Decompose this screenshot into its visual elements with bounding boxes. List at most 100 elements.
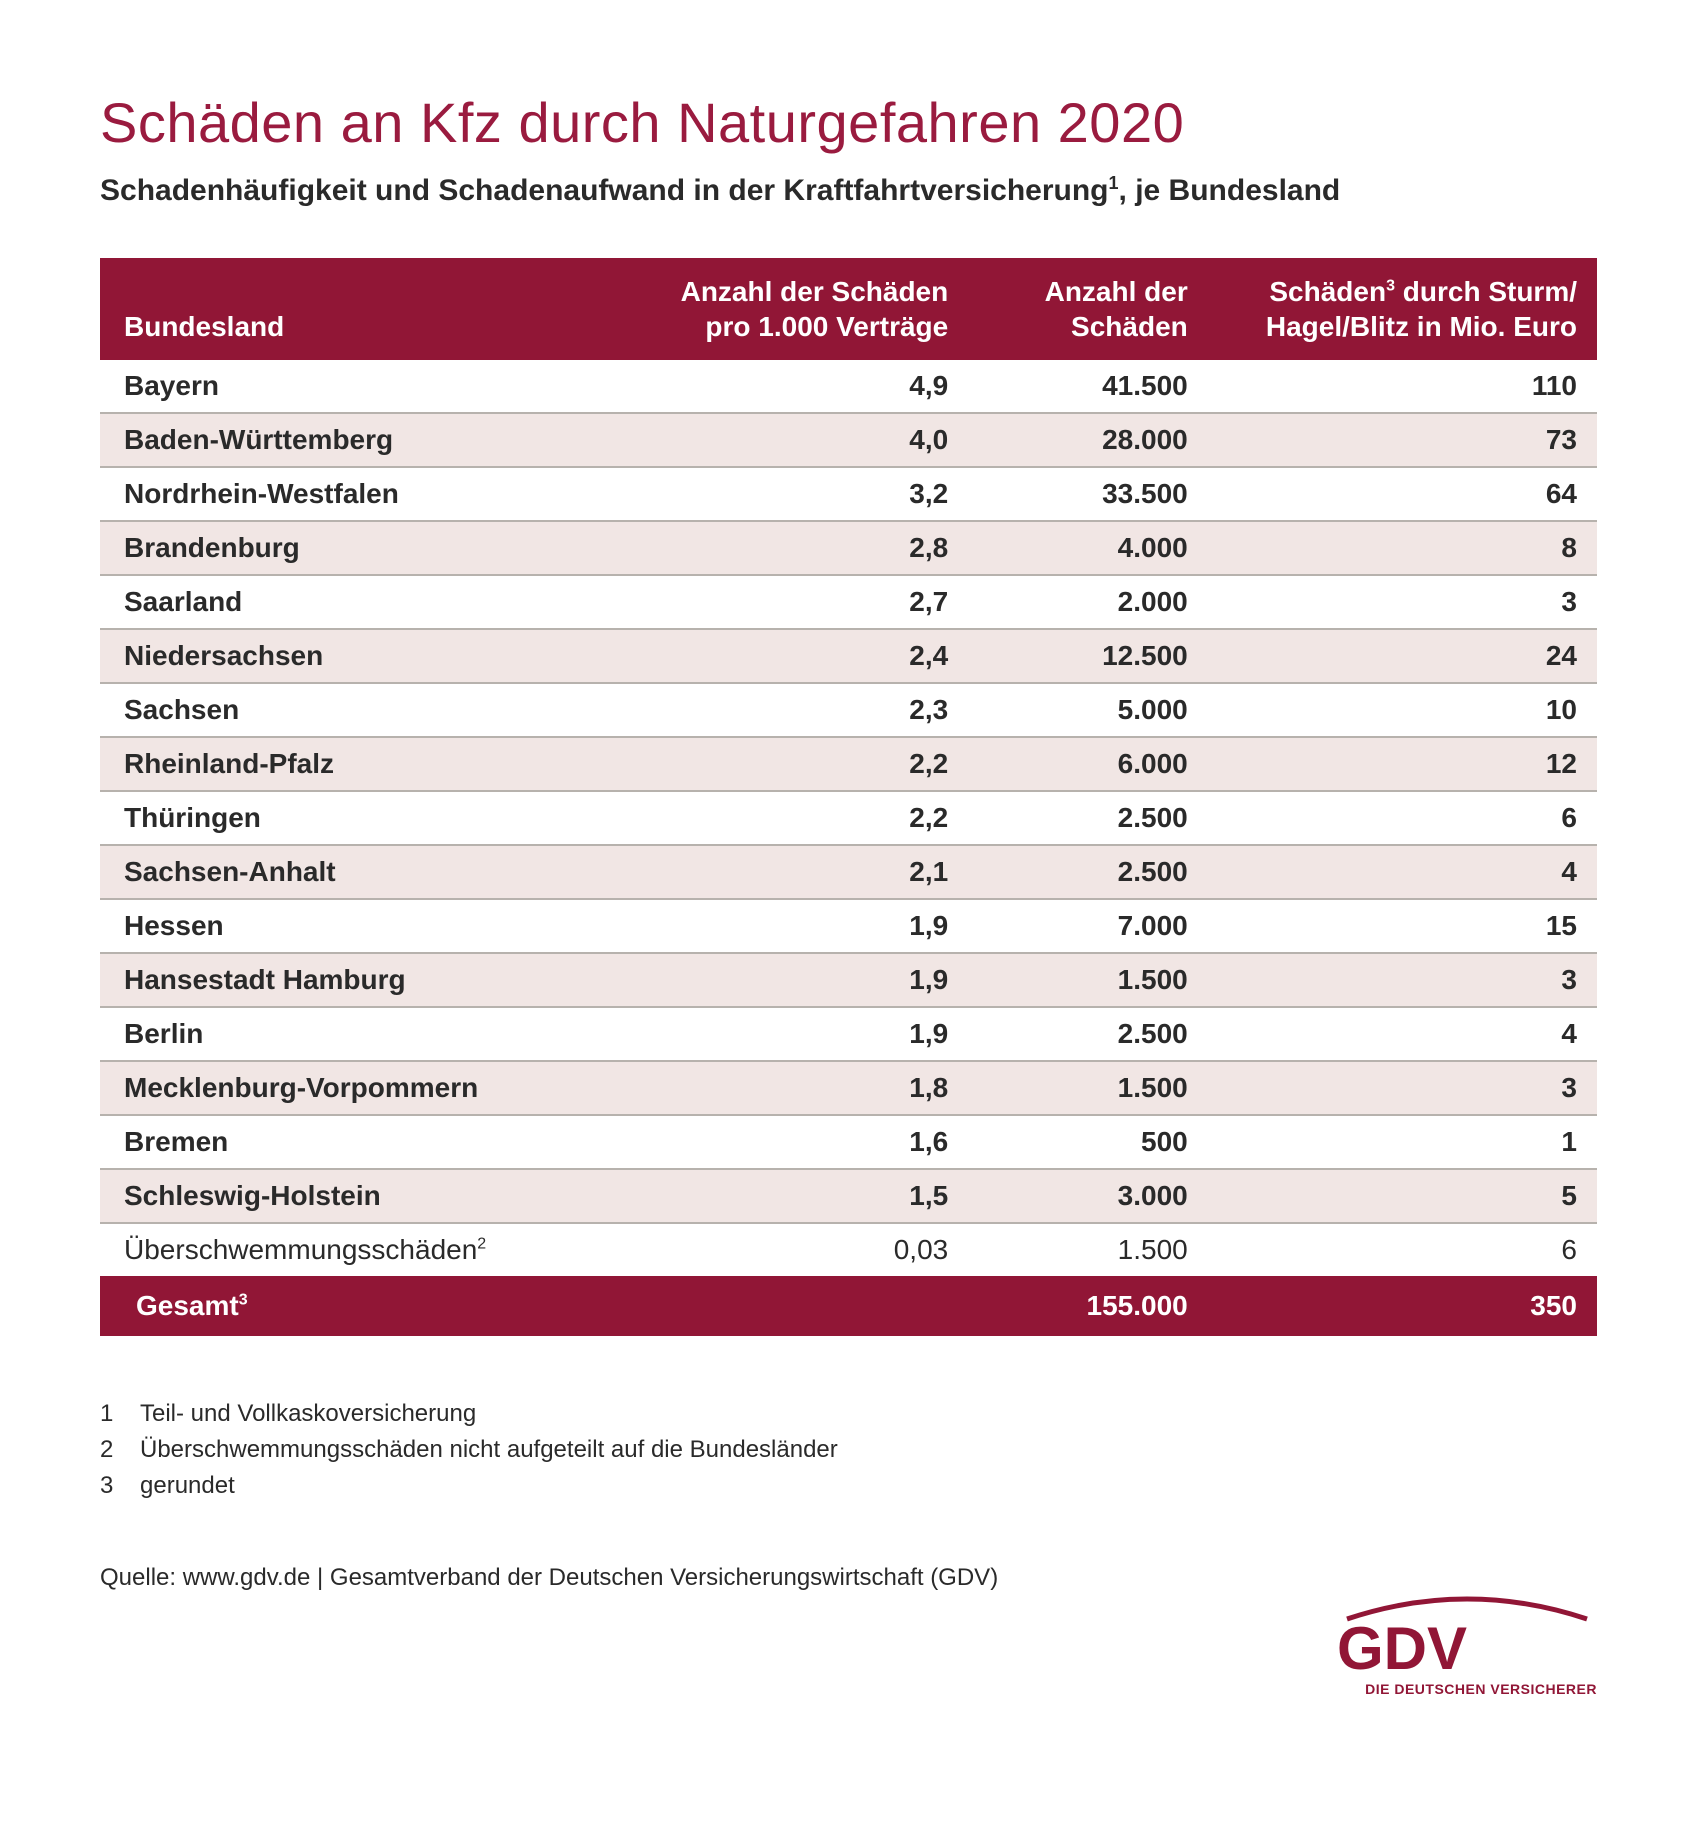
- cell-state: Nordrhein-Westfalen: [100, 467, 609, 521]
- footnote: 3gerundet: [100, 1468, 1597, 1504]
- cell-count: 1.500: [968, 1061, 1208, 1115]
- cell-per1k: 2,2: [609, 737, 968, 791]
- cell-state: Hessen: [100, 899, 609, 953]
- cell-state: Thüringen: [100, 791, 609, 845]
- cell-count: 5.000: [968, 683, 1208, 737]
- cell-state: Berlin: [100, 1007, 609, 1061]
- footnotes: 1Teil- und Vollkaskoversicherung2Übersch…: [100, 1396, 1597, 1504]
- cell-per1k: 1,9: [609, 953, 968, 1007]
- cell-euro: 8: [1208, 521, 1597, 575]
- table-row: Hessen1,97.00015: [100, 899, 1597, 953]
- subtitle-text: Schadenhäufigkeit und Schadenaufwand in …: [100, 174, 1109, 207]
- subtitle-sup: 1: [1109, 173, 1119, 193]
- cell-euro: 64: [1208, 467, 1597, 521]
- page-title: Schäden an Kfz durch Naturgefahren 2020: [100, 90, 1597, 155]
- table-row: Saarland2,72.0003: [100, 575, 1597, 629]
- cell-per1k: 1,9: [609, 1007, 968, 1061]
- cell-euro: 3: [1208, 1061, 1597, 1115]
- subtitle-text-2: , je Bundesland: [1119, 174, 1341, 207]
- col-header-state: Bundesland: [100, 258, 609, 360]
- table-row: Brandenburg2,84.0008: [100, 521, 1597, 575]
- total-label-cell: Gesamt3: [100, 1276, 609, 1336]
- cell-state: Hansestadt Hamburg: [100, 953, 609, 1007]
- cell-euro: 4: [1208, 845, 1597, 899]
- cell-state: Bremen: [100, 1115, 609, 1169]
- cell-per1k: 2,7: [609, 575, 968, 629]
- source-line: Quelle: www.gdv.de | Gesamtverband der D…: [100, 1564, 1597, 1592]
- col-header-euro-pre: Schäden: [1269, 276, 1386, 307]
- table-row: Thüringen2,22.5006: [100, 791, 1597, 845]
- page: Schäden an Kfz durch Naturgefahren 2020 …: [0, 0, 1697, 1827]
- cell-euro: 10: [1208, 683, 1597, 737]
- cell-count: 2.000: [968, 575, 1208, 629]
- table-row: Berlin1,92.5004: [100, 1007, 1597, 1061]
- table-row: Niedersachsen2,412.50024: [100, 629, 1597, 683]
- cell-per1k: 2,3: [609, 683, 968, 737]
- cell-count: 4.000: [968, 521, 1208, 575]
- data-table: Bundesland Anzahl der Schäden pro 1.000 …: [100, 258, 1597, 1336]
- footnote-text: Teil- und Vollkaskoversicherung: [140, 1396, 476, 1432]
- cell-count: 1.500: [968, 1223, 1208, 1276]
- cell-state: Überschwemmungsschäden2: [100, 1223, 609, 1276]
- cell-state: Brandenburg: [100, 521, 609, 575]
- col-header-per1k: Anzahl der Schäden pro 1.000 Verträge: [609, 258, 968, 360]
- col-header-euro: Schäden3 durch Sturm/ Hagel/Blitz in Mio…: [1208, 258, 1597, 360]
- table-head: Bundesland Anzahl der Schäden pro 1.000 …: [100, 258, 1597, 360]
- cell-per1k: 4,0: [609, 413, 968, 467]
- cell-count: 2.500: [968, 791, 1208, 845]
- cell-euro: 6: [1208, 791, 1597, 845]
- table-row: Rheinland-Pfalz2,26.00012: [100, 737, 1597, 791]
- logo-text: GDV: [1337, 1615, 1467, 1679]
- total-euro: 350: [1208, 1276, 1597, 1336]
- table-foot: Gesamt3 155.000 350: [100, 1276, 1597, 1336]
- table-row: Bayern4,941.500110: [100, 360, 1597, 413]
- cell-count: 500: [968, 1115, 1208, 1169]
- cell-euro: 1: [1208, 1115, 1597, 1169]
- cell-count: 28.000: [968, 413, 1208, 467]
- table-row: Sachsen-Anhalt2,12.5004: [100, 845, 1597, 899]
- col-header-count: Anzahl der Schäden: [968, 258, 1208, 360]
- footnote: 2Überschwemmungsschäden nicht aufgeteilt…: [100, 1432, 1597, 1468]
- footnote-num: 1: [100, 1396, 140, 1432]
- footnote: 1Teil- und Vollkaskoversicherung: [100, 1396, 1597, 1432]
- cell-count: 12.500: [968, 629, 1208, 683]
- cell-state: Mecklenburg-Vorpommern: [100, 1061, 609, 1115]
- table-body: Bayern4,941.500110Baden-Württemberg4,028…: [100, 360, 1597, 1276]
- cell-per1k: 1,8: [609, 1061, 968, 1115]
- cell-euro: 12: [1208, 737, 1597, 791]
- table-row-flood: Überschwemmungsschäden20,031.5006: [100, 1223, 1597, 1276]
- total-per1k: [609, 1276, 968, 1336]
- cell-per1k: 2,8: [609, 521, 968, 575]
- cell-per1k: 1,9: [609, 899, 968, 953]
- cell-euro: 3: [1208, 575, 1597, 629]
- gdv-logo: GDV DIE DEUTSCHEN VERSICHERER: [1337, 1589, 1597, 1697]
- cell-state: Bayern: [100, 360, 609, 413]
- total-count: 155.000: [968, 1276, 1208, 1336]
- table-row: Sachsen2,35.00010: [100, 683, 1597, 737]
- cell-per1k: 1,6: [609, 1115, 968, 1169]
- cell-count: 1.500: [968, 953, 1208, 1007]
- cell-per1k: 4,9: [609, 360, 968, 413]
- cell-euro: 15: [1208, 899, 1597, 953]
- cell-count: 3.000: [968, 1169, 1208, 1223]
- cell-euro: 110: [1208, 360, 1597, 413]
- cell-euro: 73: [1208, 413, 1597, 467]
- footnote-num: 2: [100, 1432, 140, 1468]
- cell-euro: 24: [1208, 629, 1597, 683]
- table-row: Hansestadt Hamburg1,91.5003: [100, 953, 1597, 1007]
- cell-count: 2.500: [968, 845, 1208, 899]
- total-label-sup: 3: [239, 1292, 248, 1309]
- cell-count: 2.500: [968, 1007, 1208, 1061]
- total-label: Gesamt: [136, 1290, 239, 1321]
- cell-euro: 3: [1208, 953, 1597, 1007]
- cell-per1k: 2,4: [609, 629, 968, 683]
- cell-euro: 6: [1208, 1223, 1597, 1276]
- cell-state: Saarland: [100, 575, 609, 629]
- table-row: Mecklenburg-Vorpommern1,81.5003: [100, 1061, 1597, 1115]
- footnote-text: Überschwemmungsschäden nicht aufgeteilt …: [140, 1432, 838, 1468]
- cell-count: 41.500: [968, 360, 1208, 413]
- cell-euro: 4: [1208, 1007, 1597, 1061]
- cell-per1k: 2,2: [609, 791, 968, 845]
- cell-count: 33.500: [968, 467, 1208, 521]
- footnote-num: 3: [100, 1468, 140, 1504]
